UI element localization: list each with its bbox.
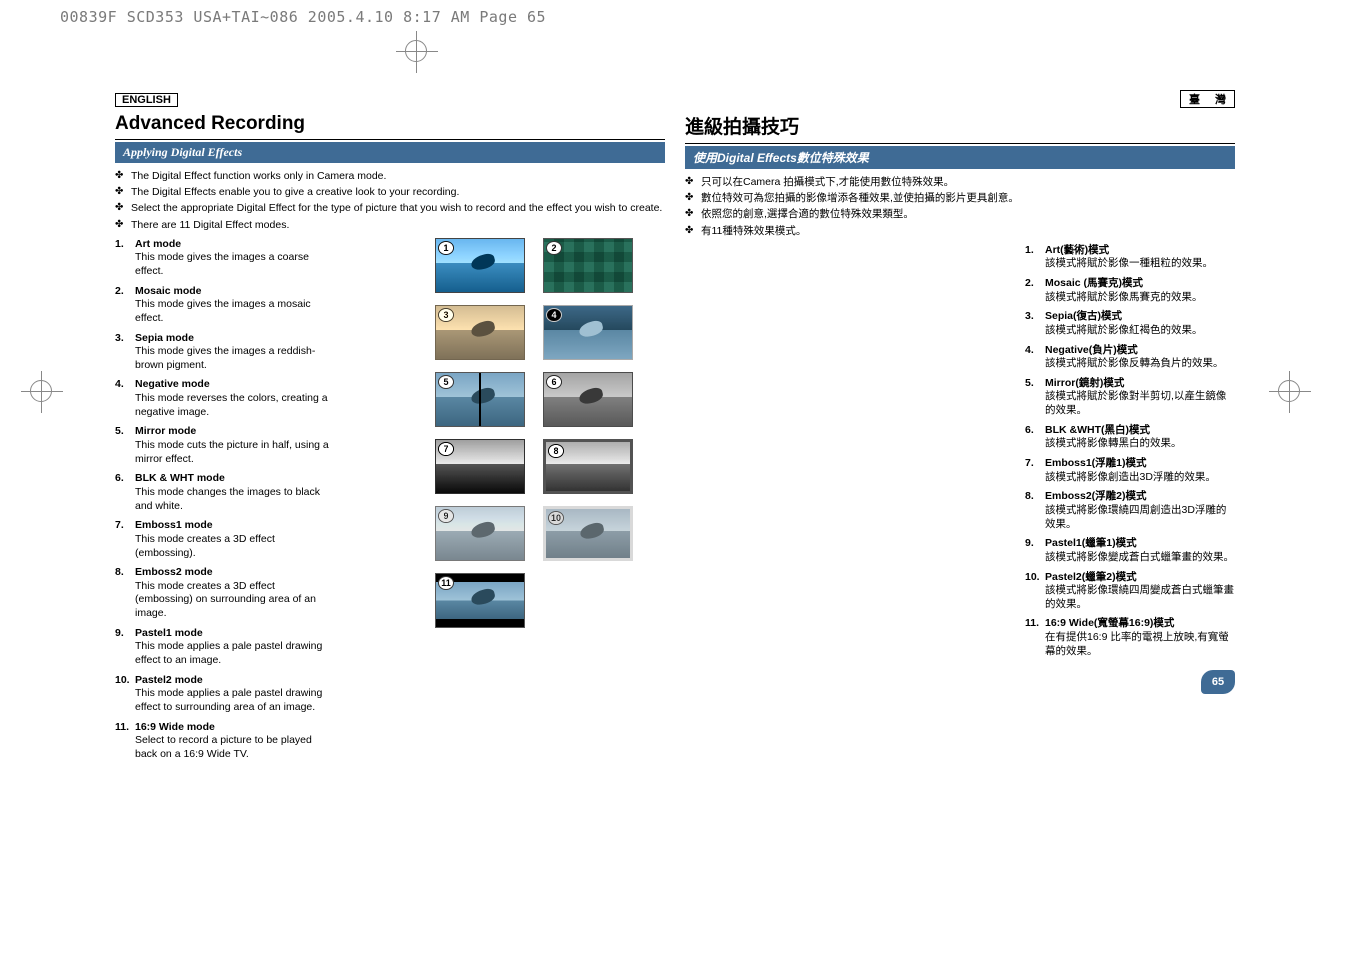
bullet-item: 只可以在Camera 拍攝模式下,才能使用數位特殊效果。	[685, 175, 1235, 189]
thumb-pastel1: 9	[435, 506, 525, 561]
modes-list-zh: 1.Art(藝術)模式該模式將賦於影像一種粗粒的效果。 2.Mosaic (馬賽…	[1025, 244, 1235, 659]
subsection-title-en: Applying Digital Effects	[115, 142, 665, 163]
mode-item: 4.Negative(負片)模式該模式將賦於影像反轉為負片的效果。	[1025, 344, 1235, 371]
mode-item: 1.Art modeThis mode gives the images a c…	[115, 238, 330, 279]
effect-thumbnails: 1 2 3 4 5 6 7 8 9 10 11	[435, 238, 633, 628]
bullet-item: 有11種特殊效果模式。	[685, 224, 1235, 238]
mode-item: 2.Mosaic (馬賽克)模式該模式將賦於影像馬賽克的效果。	[1025, 277, 1235, 304]
mode-item: 3.Sepia(復古)模式該模式將賦於影像紅褐色的效果。	[1025, 310, 1235, 337]
file-header-text: 00839F SCD353 USA+TAI~086 2005.4.10 8:17…	[60, 8, 546, 26]
crop-mark-right	[1278, 380, 1318, 420]
crop-mark-left	[30, 380, 70, 420]
page-content: ENGLISH Advanced Recording Applying Digi…	[105, 90, 1245, 700]
thumb-negative: 4	[543, 305, 633, 360]
thumb-emboss2: 8	[543, 439, 633, 494]
mode-item: 5.Mirror modeThis mode cuts the picture …	[115, 425, 330, 466]
mode-item: 10.Pastel2 modeThis mode applies a pale …	[115, 674, 330, 715]
bullet-item: 依照您的創意,選擇合適的數位特殊效果類型。	[685, 207, 1235, 221]
thumb-wide: 11	[435, 573, 525, 628]
lang-label-zh: 臺 灣	[1180, 90, 1235, 108]
thumb-art: 1	[435, 238, 525, 293]
mode-item: 1.Art(藝術)模式該模式將賦於影像一種粗粒的效果。	[1025, 244, 1235, 271]
bullet-item: Select the appropriate Digital Effect fo…	[115, 201, 665, 215]
thumb-mirror: 5	[435, 372, 525, 427]
mode-item: 7.Emboss1 modeThis mode creates a 3D eff…	[115, 519, 330, 560]
bullet-item: The Digital Effect function works only i…	[115, 169, 665, 183]
mode-item: 9.Pastel1(蠟筆1)模式該模式將影像變成蒼白式蠟筆畫的效果。	[1025, 537, 1235, 564]
thumb-bw: 6	[543, 372, 633, 427]
mode-item: 5.Mirror(鏡射)模式該模式將賦於影像對半剪切,以產生鏡像的效果。	[1025, 377, 1235, 418]
lang-label-en: ENGLISH	[115, 93, 178, 107]
subsection-title-zh: 使用Digital Effects數位特殊效果	[685, 146, 1235, 169]
thumb-pastel2: 10	[543, 506, 633, 561]
section-title-en: Advanced Recording	[115, 113, 665, 140]
mode-item: 8.Emboss2(浮雕2)模式該模式將影像環繞四周創造出3D浮雕的效果。	[1025, 490, 1235, 531]
thumb-emboss1: 7	[435, 439, 525, 494]
thumb-mosaic: 2	[543, 238, 633, 293]
mode-item: 2.Mosaic modeThis mode gives the images …	[115, 285, 330, 326]
crop-mark-top	[405, 40, 445, 80]
bullet-item: 數位特效可為您拍攝的影像增添各種效果,並使拍攝的影片更具創意。	[685, 191, 1235, 205]
mode-item: 10.Pastel2(蠟筆2)模式該模式將影像環繞四周變成蒼白式蠟筆畫的效果。	[1025, 571, 1235, 612]
mode-item: 8.Emboss2 modeThis mode creates a 3D eff…	[115, 566, 330, 621]
mode-item: 11.16:9 Wide(寬螢幕16:9)模式在有提供16:9 比率的電視上放映…	[1025, 617, 1235, 658]
thumb-sepia: 3	[435, 305, 525, 360]
bullet-item: The Digital Effects enable you to give a…	[115, 185, 665, 199]
mode-item: 6.BLK & WHT modeThis mode changes the im…	[115, 472, 330, 513]
bullet-list-zh: 只可以在Camera 拍攝模式下,才能使用數位特殊效果。 數位特效可為您拍攝的影…	[685, 175, 1235, 238]
page-number-badge: 65	[1201, 670, 1235, 694]
mode-item: 6.BLK &WHT(黑白)模式該模式將影像轉黑白的效果。	[1025, 424, 1235, 451]
mode-item: 9.Pastel1 modeThis mode applies a pale p…	[115, 627, 330, 668]
bullet-item: There are 11 Digital Effect modes.	[115, 218, 665, 232]
modes-list-en: 1.Art modeThis mode gives the images a c…	[115, 238, 330, 762]
mode-item: 11.16:9 Wide modeSelect to record a pict…	[115, 721, 330, 762]
mode-item: 7.Emboss1(浮雕1)模式該模式將影像創造出3D浮雕的效果。	[1025, 457, 1235, 484]
mode-item: 4.Negative modeThis mode reverses the co…	[115, 378, 330, 419]
chinese-column: 臺 灣 進級拍攝技巧 使用Digital Effects數位特殊效果 只可以在C…	[675, 90, 1245, 700]
bullet-list-en: The Digital Effect function works only i…	[115, 169, 665, 232]
mode-item: 3.Sepia modeThis mode gives the images a…	[115, 332, 330, 373]
section-title-zh: 進級拍攝技巧	[685, 112, 1235, 144]
